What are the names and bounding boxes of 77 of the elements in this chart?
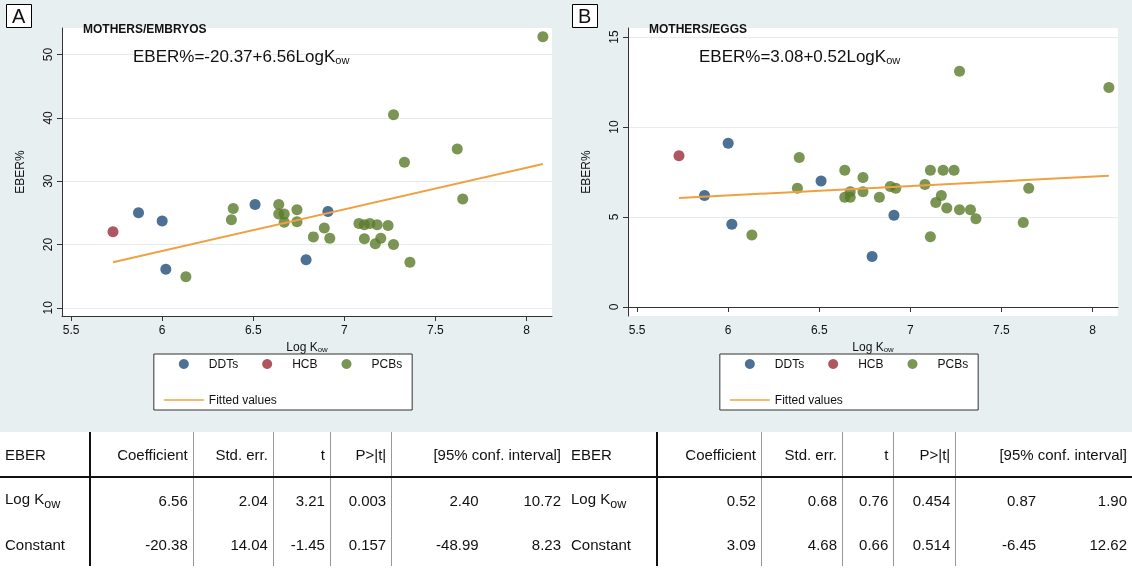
x-tick-label: 8 xyxy=(523,323,531,337)
y-tick-label: 10 xyxy=(607,120,621,134)
annotation: EBER%=3.08+0.52LogKow xyxy=(699,46,901,67)
x-tick-label: 6 xyxy=(724,323,732,337)
text: 0.66 xyxy=(859,535,889,553)
text: 10.72 xyxy=(523,491,561,509)
legend-label: Fitted values xyxy=(208,393,277,407)
y-tick-label: 50 xyxy=(41,47,55,62)
text: 3.09 xyxy=(726,535,756,553)
legend-label: DDTs xyxy=(208,357,239,371)
text: 0.157 xyxy=(348,535,387,553)
text: 0.87 xyxy=(1006,491,1037,509)
text: -48.99 xyxy=(436,535,479,553)
category-label: t xyxy=(842,432,894,477)
text: 2.04 xyxy=(238,491,268,509)
category-label: [95% conf. interval] xyxy=(391,432,566,477)
y-tick-label: 30 xyxy=(41,174,55,188)
text: A xyxy=(12,5,26,27)
text: 0.68 xyxy=(807,491,837,509)
y-tick-label: 5 xyxy=(607,213,621,221)
x-tick-label: 7.5 xyxy=(427,323,445,337)
text: B xyxy=(578,5,592,27)
text: 0.003 xyxy=(348,491,387,509)
legend-label: HCB xyxy=(858,357,884,371)
x-tick-label: 5.5 xyxy=(62,323,80,337)
text: Constant xyxy=(571,535,632,553)
x-tick-label: 7 xyxy=(341,323,348,337)
category-label: EBER xyxy=(570,444,613,465)
x-tick-label: 8 xyxy=(1089,323,1097,337)
legend-label: DDTs xyxy=(774,357,805,371)
x-tick-label: 6 xyxy=(158,323,166,337)
text: 0.514 xyxy=(912,535,951,553)
category-label: [95% conf. interval] xyxy=(955,432,1132,477)
text: 2.40 xyxy=(449,491,479,509)
y-tick-label: 20 xyxy=(41,237,55,252)
text: 14.04 xyxy=(230,535,268,553)
text: 0.76 xyxy=(859,491,889,509)
text: 0.454 xyxy=(912,491,951,509)
category-label: Coefficient xyxy=(89,432,194,477)
category-label: Coefficient xyxy=(656,432,762,477)
y-tick-label: 15 xyxy=(607,30,621,44)
text: -6.45 xyxy=(1001,535,1037,553)
text: 0.52 xyxy=(726,491,756,509)
text: 3.21 xyxy=(295,491,325,509)
category-label: Std. err. xyxy=(193,432,274,477)
x-tick-label: 5.5 xyxy=(628,323,646,337)
text: Constant xyxy=(5,535,66,553)
x-tick-label: 6.5 xyxy=(244,323,262,337)
text: -20.38 xyxy=(145,535,188,553)
text: 6.56 xyxy=(158,491,188,509)
text: -1.45 xyxy=(290,535,325,553)
text: 8.23 xyxy=(531,535,561,553)
category-label: P>|t| xyxy=(893,432,956,477)
category-label: P>|t| xyxy=(330,432,392,477)
category-label: t xyxy=(273,432,331,477)
y-tick-label: 40 xyxy=(41,110,55,125)
text: 4.68 xyxy=(807,535,837,553)
y-tick-label: 10 xyxy=(41,300,55,315)
y-axis-title: EBER% xyxy=(13,150,27,194)
legend-label: PCBs xyxy=(371,357,403,371)
y-tick-label: 0 xyxy=(607,303,621,311)
legend-label: PCBs xyxy=(937,357,969,371)
x-tick-label: 7 xyxy=(907,323,914,337)
x-tick-label: 7.5 xyxy=(993,323,1011,337)
category-label: Std. err. xyxy=(761,432,843,477)
annotation: EBER%=-20.37+6.56LogKow xyxy=(133,46,350,67)
x-tick-label: 6.5 xyxy=(810,323,828,337)
chart-title: MOTHERS/EGGS xyxy=(649,22,748,36)
legend-label: HCB xyxy=(292,357,318,371)
text: 1.90 xyxy=(1097,491,1127,509)
text: Log K$_{ow}$ xyxy=(5,489,61,511)
category-label: EBER xyxy=(4,444,47,465)
text: 12.62 xyxy=(1089,535,1127,553)
text: Log K$_{ow}$ xyxy=(571,489,627,511)
chart-title: MOTHERS/EMBRYOS xyxy=(83,22,207,36)
y-axis-title: EBER% xyxy=(579,150,593,194)
legend-label: Fitted values xyxy=(774,393,843,407)
